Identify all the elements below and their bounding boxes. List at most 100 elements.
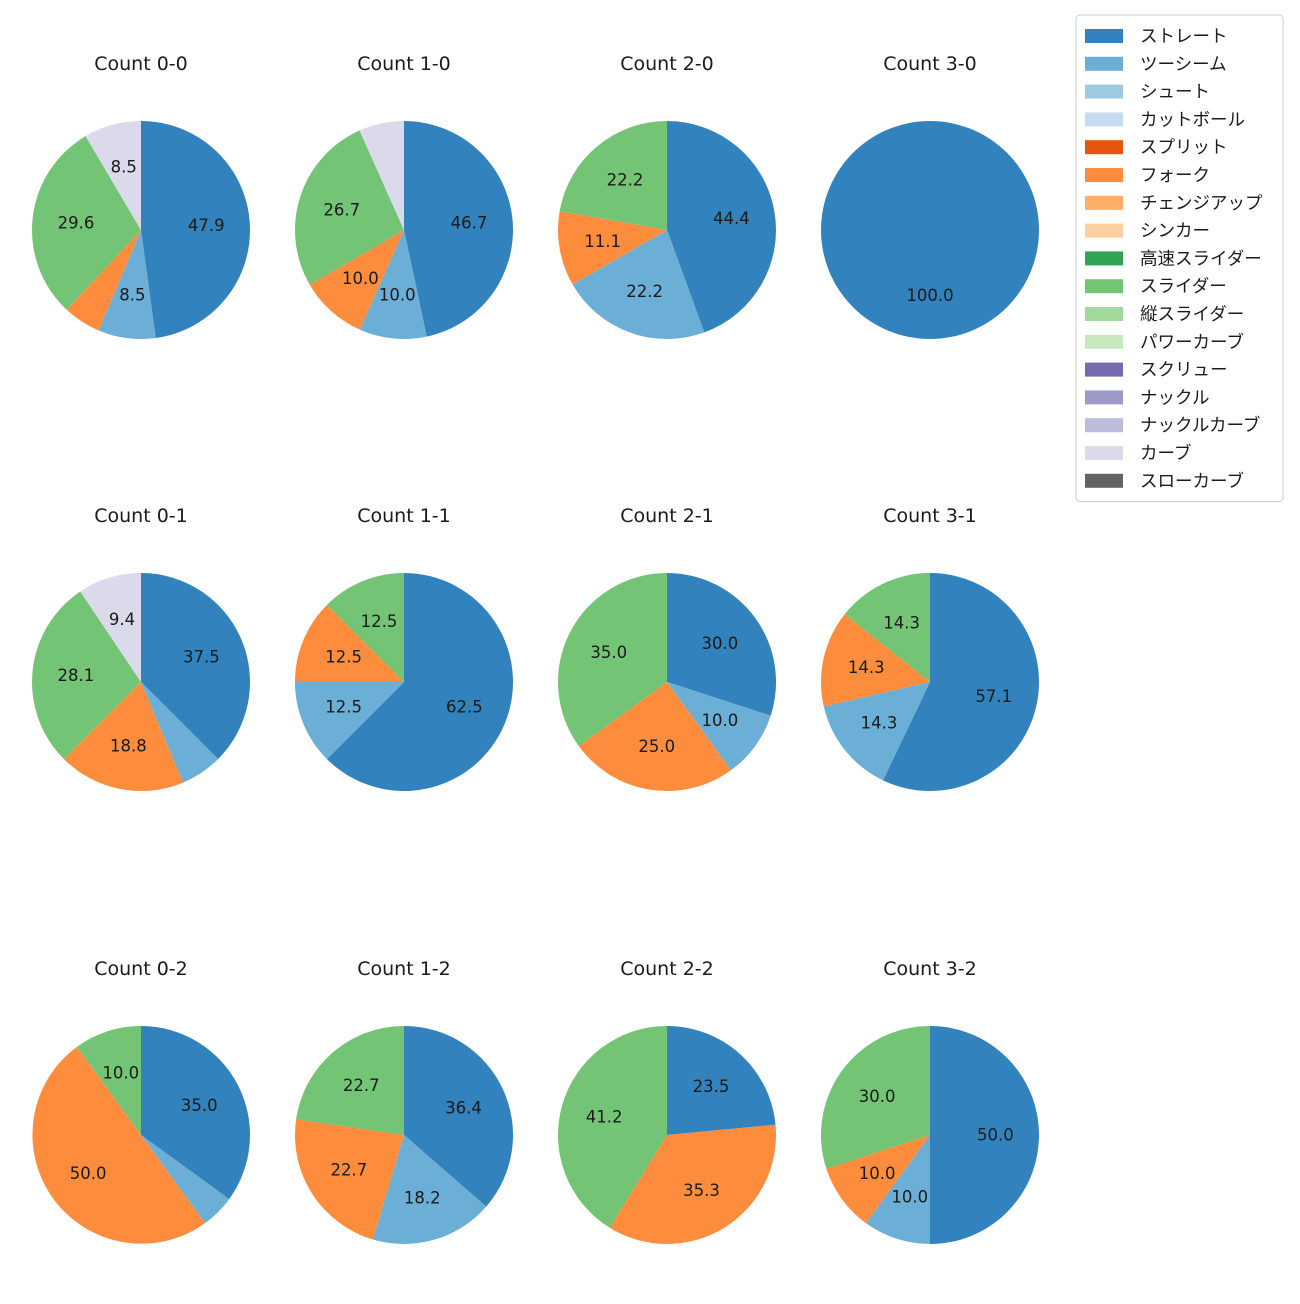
legend-swatch	[1085, 195, 1123, 210]
legend-label: カットボール	[1140, 110, 1245, 130]
legend-swatch	[1085, 390, 1123, 405]
pie-chart-count-2-2: Count 2-2 23.5 35.3 41.2	[558, 958, 777, 1245]
legend-swatch	[1085, 140, 1123, 155]
pie-chart-count-3-1: Count 3-1 57.1 14.3 14.3 14.3	[821, 505, 1040, 791]
slice-value-label: 100.0	[906, 286, 953, 305]
pie-slice-ツーシーム	[141, 1135, 230, 1224]
pie-slice-ストレート	[404, 121, 514, 337]
pie-slice-スライダー	[820, 1026, 930, 1169]
legend-label: スプリット	[1140, 138, 1228, 158]
pie-chart-count-3-2: Count 3-2 50.0 10.0 10.0 30.0	[820, 958, 1039, 1244]
pie-slice-フォーク	[826, 1135, 930, 1224]
pie-slice-スライダー	[31, 136, 141, 310]
legend: ストレートツーシームシュートカットボールスプリットフォークチェンジアップシンカー…	[1075, 14, 1284, 503]
legend-label: シュート	[1140, 83, 1210, 103]
legend-frame	[1075, 14, 1284, 503]
slice-value-label: 26.7	[323, 200, 360, 219]
slice-value-label: 57.1	[975, 687, 1012, 706]
chart-title: Count 3-2	[883, 958, 977, 980]
chart-title: Count 0-0	[94, 53, 188, 75]
legend-label: ナックル	[1140, 388, 1209, 408]
chart-title: Count 2-2	[620, 958, 714, 980]
pie-slice-フォーク	[821, 614, 930, 707]
chart-title: Count 1-2	[357, 958, 451, 980]
pie-slice-ストレート	[326, 573, 514, 791]
pie-slice-ツーシーム	[372, 1135, 487, 1245]
slice-value-label: 22.2	[607, 170, 644, 189]
pie-slice-ツーシーム	[98, 230, 156, 340]
pie-chart-count-2-1: Count 2-1 30.0 10.0 25.0 35.0	[558, 505, 777, 791]
slice-value-label: 37.5	[183, 647, 220, 666]
legend-label: シンカー	[1140, 222, 1210, 242]
pie-slice-スライダー	[326, 573, 404, 682]
pie-slice-カーブ	[359, 121, 404, 230]
legend-label: チェンジアップ	[1140, 194, 1263, 214]
pie-slice-ツーシーム	[295, 682, 404, 760]
slice-value-label: 12.5	[361, 612, 398, 631]
pie-slice-カーブ	[80, 573, 141, 682]
slice-value-label: 10.0	[379, 286, 416, 305]
pie-slice-ストレート	[141, 1026, 250, 1200]
slice-value-label: 14.3	[848, 658, 885, 677]
pie-chart-count-1-2: Count 1-2 36.4 18.2 22.7 22.7	[295, 958, 513, 1245]
pie-slice-スライダー	[559, 121, 667, 230]
pie-slice-フォーク	[578, 682, 732, 791]
legend-swatch	[1085, 56, 1123, 71]
pie-slice-スライダー	[295, 130, 404, 285]
slice-value-label: 25.0	[638, 737, 675, 756]
pie-slice-フォーク	[295, 604, 404, 682]
pie-slice-フォーク	[63, 682, 184, 791]
legend-swatch	[1085, 418, 1123, 433]
pie-slice-フォーク	[66, 230, 141, 331]
slice-value-label: 29.6	[58, 213, 95, 232]
legend-label: スクリュー	[1140, 361, 1228, 381]
legend-swatch	[1085, 334, 1123, 349]
legend-label: ストレート	[1140, 27, 1228, 47]
slice-value-label: 12.5	[325, 647, 362, 666]
chart-title: Count 3-0	[883, 53, 977, 75]
slice-value-label: 10.0	[342, 269, 379, 288]
legend-label: ナックルカーブ	[1140, 415, 1260, 436]
pie-chart-count-1-0: Count 1-0 46.7 10.010.0 26.7	[295, 53, 514, 340]
slice-value-label: 35.3	[683, 1181, 720, 1200]
pie-slice-フォーク	[295, 1119, 404, 1240]
slice-value-label: 30.0	[859, 1087, 896, 1106]
slice-value-label: 10.0	[891, 1188, 928, 1207]
slice-value-label: 10.0	[102, 1063, 139, 1082]
pie-slice-スライダー	[76, 1026, 141, 1135]
pie-slice-スライダー	[844, 573, 930, 682]
pie-slice-ツーシーム	[572, 230, 705, 340]
slice-value-label: 18.8	[110, 737, 147, 756]
legend-swatch	[1085, 446, 1123, 460]
slice-value-label: 50.0	[977, 1126, 1014, 1145]
chart-title: Count 1-0	[357, 53, 451, 75]
pie-slice-ツーシーム	[141, 682, 219, 783]
slice-value-label: 22.7	[331, 1161, 368, 1180]
slice-value-label: 35.0	[590, 643, 627, 662]
chart-title: Count 2-0	[620, 53, 714, 75]
pie-slice-スライダー	[558, 1026, 667, 1228]
legend-swatch	[1085, 223, 1123, 238]
chart-title: Count 3-1	[883, 505, 977, 527]
legend-swatch	[1085, 112, 1123, 127]
slice-value-label: 47.9	[188, 216, 225, 235]
slice-value-label: 18.2	[404, 1188, 441, 1207]
pie-slice-ストレート	[667, 121, 777, 333]
legend-label: スライダー	[1140, 277, 1227, 297]
pie-chart-count-1-1: Count 1-1 62.5 12.5 12.5 12.5	[295, 505, 514, 791]
slice-value-label: 10.0	[702, 711, 739, 730]
pie-slice-スライダー	[558, 573, 667, 747]
slice-value-label: 62.5	[446, 698, 483, 717]
pie-slice-ツーシーム	[823, 682, 930, 781]
pie-slice-ストレート	[667, 1026, 776, 1135]
slice-value-label: 11.1	[584, 232, 621, 251]
legend-label: 高速スライダー	[1140, 249, 1262, 269]
chart-title: Count 0-2	[94, 958, 188, 980]
slice-value-label: 28.1	[58, 666, 95, 685]
slice-value-label: 8.5	[111, 157, 137, 176]
legend-swatch	[1085, 29, 1123, 43]
chart-title: Count 1-1	[357, 505, 451, 527]
legend-swatch	[1085, 473, 1123, 488]
